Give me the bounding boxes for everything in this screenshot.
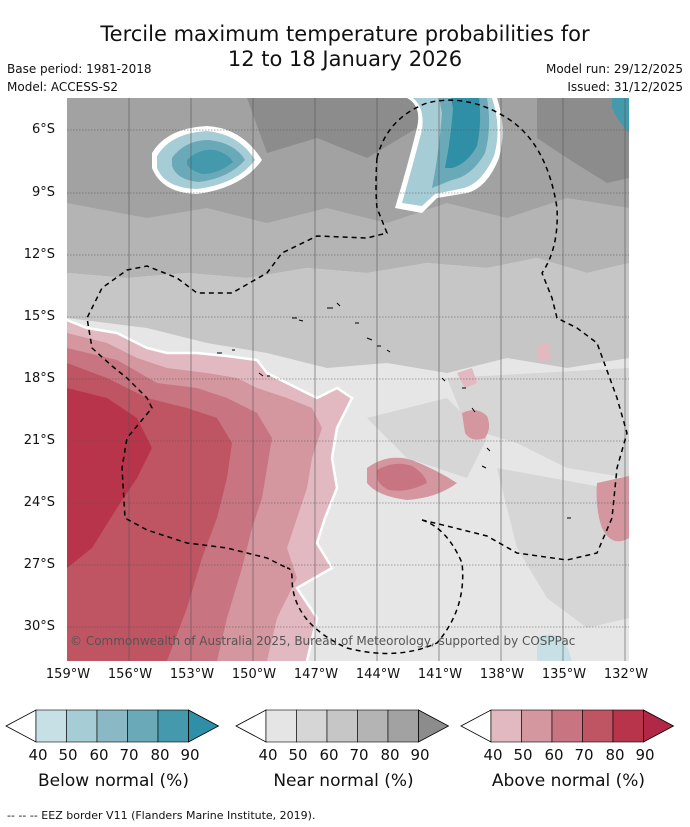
lon-label: 138°W	[479, 667, 525, 682]
lat-label: 27°S	[23, 557, 55, 572]
lon-label: 132°W	[603, 667, 649, 682]
eez-footnote: -- -- -- EEZ border V11 (Flanders Marine…	[7, 809, 316, 822]
colorbar-segment	[551, 709, 583, 743]
colorbar-segment	[582, 709, 614, 743]
colorbar-tick: 70	[119, 746, 139, 764]
colorbar-label-near: Near normal (%)	[273, 771, 414, 791]
near-normal-band-60	[67, 258, 629, 373]
lon-label: 150°W	[231, 667, 277, 682]
meta-left: Base period: 1981-2018 Model: ACCESS-S2	[7, 60, 152, 96]
colorbars	[5, 709, 675, 743]
probability-map	[67, 98, 629, 661]
above-normal-core-center	[377, 463, 427, 491]
colorbar-tick: 60	[544, 746, 564, 764]
colorbar-tick: 60	[89, 746, 109, 764]
colorbar-tick: 40	[258, 746, 278, 764]
island-markers	[217, 302, 571, 519]
lat-label: 18°S	[23, 371, 55, 386]
map-copyright: © Commonwealth of Australia 2025, Bureau…	[70, 634, 576, 648]
above-normal-patch-tiny	[457, 368, 477, 388]
colorbar-tick: 40	[483, 746, 503, 764]
lat-label: 15°S	[23, 309, 55, 324]
colorbar-below-normal	[5, 709, 220, 743]
colorbar-tick: 80	[380, 746, 400, 764]
colorbar-tick: 70	[349, 746, 369, 764]
base-period: Base period: 1981-2018	[7, 62, 152, 76]
lat-label: 6°S	[31, 122, 55, 137]
colorbar-tick: 50	[58, 746, 78, 764]
colorbar-near-normal	[235, 709, 450, 743]
near-normal-patch-center	[367, 398, 487, 478]
colorbar-segment	[157, 709, 189, 743]
model-name: Model: ACCESS-S2	[7, 80, 119, 94]
colorbar-tick: 50	[513, 746, 533, 764]
colorbar-label-above: Above normal (%)	[491, 771, 646, 791]
colorbar-tick: 60	[319, 746, 339, 764]
colorbar-segment	[35, 709, 67, 743]
colorbar-segment	[96, 709, 128, 743]
colorbar-tick: 90	[180, 746, 200, 764]
colorbar-arrow-low	[5, 709, 37, 743]
title-line-2: 12 to 18 January 2026	[227, 47, 463, 71]
lon-label: 144°W	[355, 667, 401, 682]
colorbar-segment	[490, 709, 522, 743]
colorbar-tick: 90	[635, 746, 655, 764]
below-normal-center-west	[187, 149, 233, 174]
colorbar-segment	[66, 709, 98, 743]
eez-borders	[86, 99, 628, 655]
colorbar-segment	[296, 709, 328, 743]
colorbar-segment	[127, 709, 159, 743]
colorbar-segment	[357, 709, 389, 743]
colorbar-arrow-high	[643, 709, 675, 743]
lon-label: 159°W	[45, 667, 91, 682]
colorbar-segment	[265, 709, 297, 743]
colorbar-tick: 80	[605, 746, 625, 764]
colorbar-segment	[326, 709, 358, 743]
colorbar-label-below: Below normal (%)	[38, 771, 189, 791]
colorbar-segment	[612, 709, 644, 743]
model-run: Model run: 29/12/2025	[545, 62, 683, 76]
colorbar-tick: 80	[150, 746, 170, 764]
colorbar-tick: 90	[410, 746, 430, 764]
colorbar-tick: 50	[288, 746, 308, 764]
lon-label: 156°W	[107, 667, 153, 682]
above-normal-patch-small	[462, 410, 490, 440]
meta-right: Model run: 29/12/2025 Issued: 31/12/2025	[546, 60, 683, 96]
above-normal-patch-tiny-east	[537, 343, 551, 362]
lat-label: 9°S	[31, 185, 55, 200]
near-normal-core-ne	[537, 98, 629, 183]
above-normal-boundary	[67, 318, 354, 661]
above-normal-patch-east	[596, 476, 629, 542]
lat-label: 12°S	[23, 247, 55, 262]
lat-label: 21°S	[23, 433, 55, 448]
colorbar-arrow-low	[460, 709, 492, 743]
map-gridlines	[67, 129, 629, 628]
title-line-1: Tercile maximum temperature probabilitie…	[100, 22, 590, 46]
map-title: Tercile maximum temperature probabilitie…	[0, 22, 690, 72]
below-normal-center-north	[445, 98, 481, 168]
lon-label: 141°W	[417, 667, 463, 682]
colorbar-segment	[387, 709, 419, 743]
colorbar-above-normal	[460, 709, 675, 743]
colorbar-arrow-high	[188, 709, 220, 743]
lat-label: 24°S	[23, 495, 55, 510]
colorbar-tick: 70	[574, 746, 594, 764]
lon-label: 153°W	[169, 667, 215, 682]
issued-date: Issued: 31/12/2025	[567, 80, 683, 94]
lat-label: 30°S	[23, 619, 55, 634]
colorbar-segment	[521, 709, 553, 743]
colorbar-arrow-low	[235, 709, 267, 743]
lon-label: 135°W	[541, 667, 587, 682]
near-normal-band-50	[447, 368, 629, 478]
colorbar-tick: 40	[28, 746, 48, 764]
lon-label: 147°W	[293, 667, 339, 682]
colorbar-arrow-high	[418, 709, 450, 743]
